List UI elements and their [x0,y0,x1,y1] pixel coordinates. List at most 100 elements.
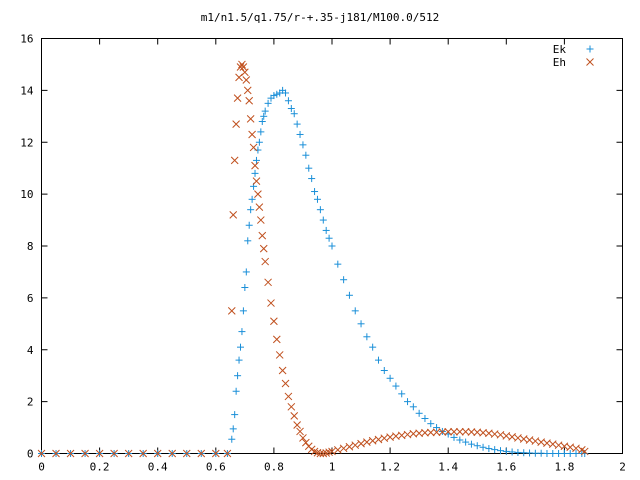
data-point-eh [95,449,104,458]
data-point-eh [233,94,242,103]
data-point-ek [273,90,281,98]
data-point-eh [261,257,270,266]
data-point-ek [409,403,417,411]
data-point-eh [432,428,441,437]
data-point-ek [392,382,400,390]
data-point-ek [345,291,353,299]
data-point-ek [241,284,249,291]
data-point-eh [328,447,336,456]
data-point-ek [236,343,244,351]
data-point-ek [491,446,499,454]
data-point-eh [421,428,429,437]
x-tick-label: 0.4 [148,461,168,474]
data-point-eh [139,449,148,458]
data-point-ek [252,156,260,164]
axes: 0 0.2 0.4 0.6 0.8 1 1.2 1.4 1.6 1.8 2 0 2 4 6 8 10 12 14 16 [20,33,626,474]
y-tick-label: 12 [20,136,33,149]
data-point-ek [251,169,259,177]
x-tick-label: 0 [38,461,45,474]
data-point-ek [229,425,237,433]
data-point-eh [363,438,371,446]
data-point-ek [322,226,330,234]
data-point-eh [267,299,275,307]
data-point-eh [426,428,435,437]
data-point-eh [455,427,464,436]
y-tick-label: 0 [27,448,34,461]
data-point-ek [232,387,240,395]
x-tick-label: 1.4 [438,461,458,474]
data-point-ek [313,195,321,203]
data-point-eh [239,63,248,71]
data-point-ek [508,448,516,456]
data-point-eh [229,211,238,219]
data-point-ek [357,320,365,328]
data-point-eh [168,449,177,458]
data-point-ek [248,195,256,203]
data-point-ek [325,234,333,242]
data-point-ek [433,424,441,432]
data-point-eh [211,449,220,458]
chart-title: m1/n1.5/q1.75/r-+.35-j181/M100.0/512 [201,11,439,24]
data-point-eh [242,76,251,84]
data-point-ek [479,443,487,451]
data-point-eh [374,435,383,444]
data-point-ek [308,175,316,183]
data-point-eh [293,421,301,429]
data-point-ek [290,110,298,118]
data-point-eh [249,143,258,152]
data-point-ek [398,390,406,398]
data-point-eh [252,177,261,186]
data-point-eh [357,439,365,448]
data-point-ek [316,206,324,214]
data-point-ek [467,440,475,448]
data-point-ek [415,409,423,417]
series-eh [37,60,589,458]
data-point-eh [345,442,354,451]
data-point-ek [258,118,266,125]
data-point-ek [293,120,301,128]
data-point-eh [238,60,246,69]
data-point-ek [239,307,247,315]
series-ek [38,86,589,457]
data-point-ek [235,356,243,364]
data-point-ek [462,438,470,446]
data-point-ek [340,276,348,284]
data-point-ek [255,138,263,146]
data-point-eh [52,449,60,458]
y-tick-label: 16 [20,33,33,46]
data-point-ek [257,128,265,136]
data-point-ek [242,268,250,276]
data-point-ek [299,141,307,149]
data-point-eh [245,96,254,105]
data-point-eh [251,161,259,170]
data-point-eh [182,449,191,458]
y-tick-label: 14 [20,84,34,97]
data-point-eh [37,449,46,458]
data-point-eh [467,428,476,436]
data-point-eh [259,244,268,253]
data-point-ek [328,242,336,250]
data-point-ek [231,411,239,419]
data-point-eh [258,231,267,240]
data-point-eh [248,130,256,139]
data-point-ek [404,398,412,406]
x-tick-label: 0.2 [90,461,110,474]
data-point-ek [245,221,253,229]
data-point-eh [153,449,162,458]
legend-label: Ek [553,43,567,56]
data-point-ek [334,260,342,268]
data-point-ek [234,372,242,380]
x-tick-label: 0.6 [206,461,226,474]
data-point-ek [305,164,313,172]
data-point-ek [228,435,236,443]
data-point-eh [270,317,278,326]
data-point-eh [368,436,377,445]
data-point-eh [240,68,249,77]
legend-marker-eh [586,58,594,66]
data-point-ek [284,97,292,105]
data-point-eh [124,449,133,458]
data-point-ek [456,436,464,444]
data-point-ek [260,112,268,120]
